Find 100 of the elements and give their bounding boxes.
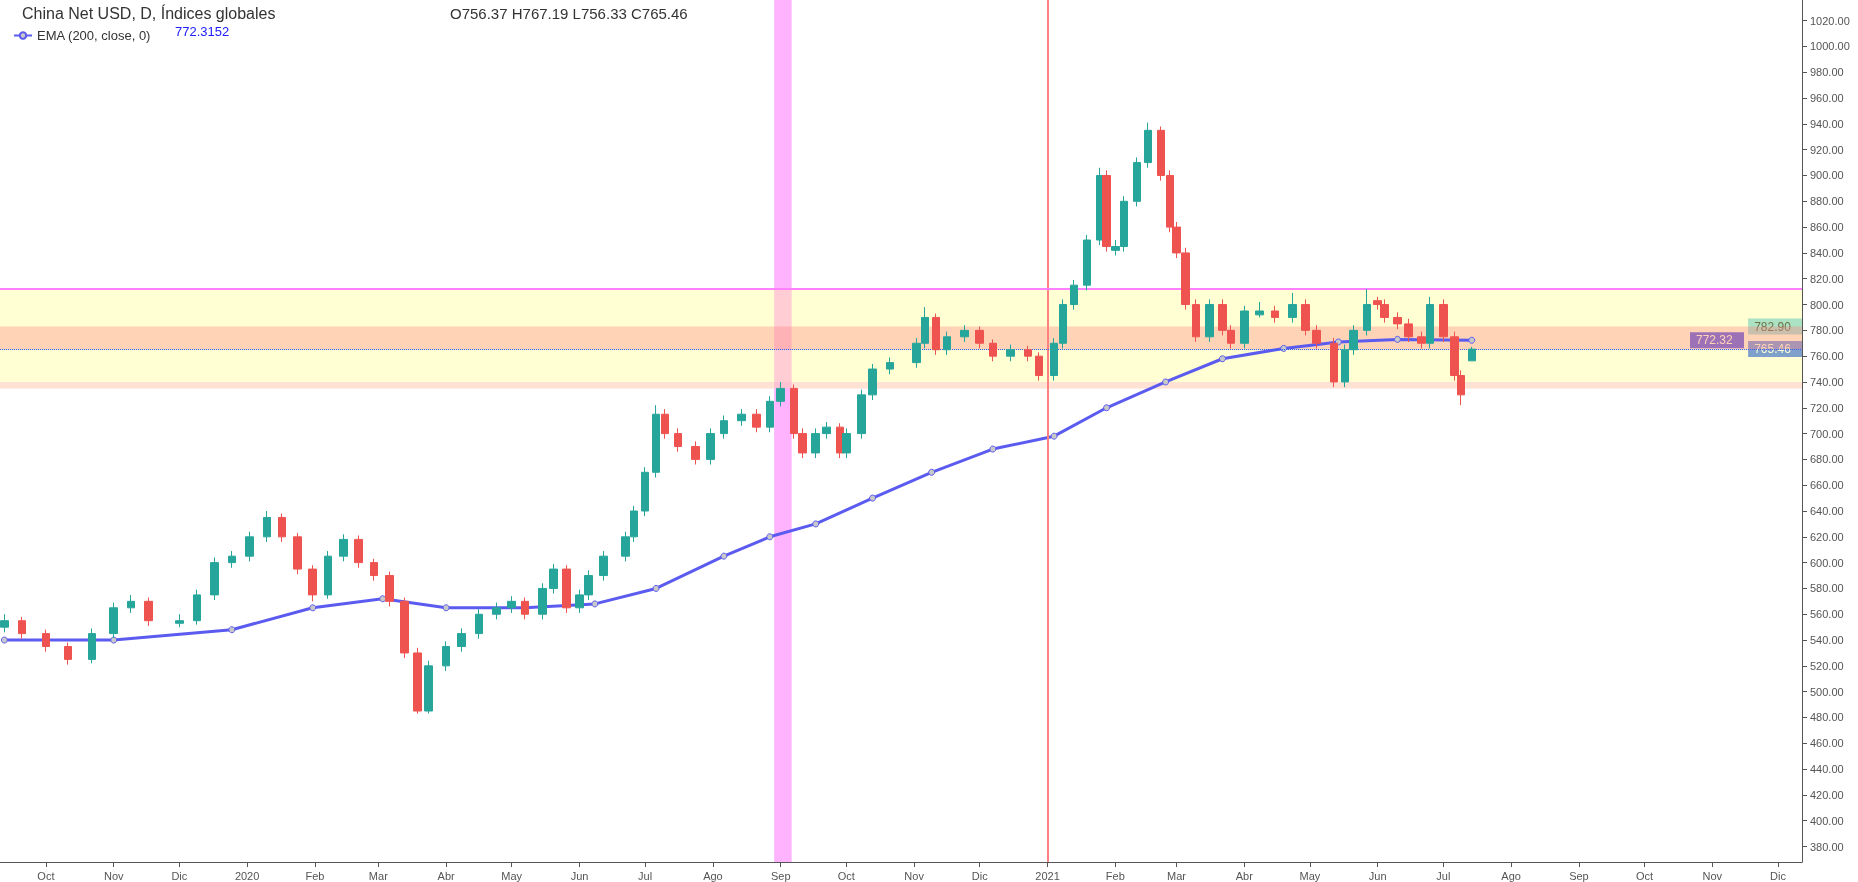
point bbox=[110, 636, 118, 644]
x-tick-label: Mar bbox=[1167, 869, 1187, 882]
candlestick bbox=[989, 338, 997, 362]
annotation: 765.46 bbox=[1754, 342, 1792, 357]
candlestick bbox=[674, 427, 682, 453]
candlestick bbox=[1255, 301, 1264, 318]
x-tick-label: May bbox=[501, 869, 523, 882]
x-tick-label: Nov bbox=[904, 869, 925, 882]
x-tick-label: 2020 bbox=[234, 869, 260, 882]
point bbox=[442, 604, 450, 612]
candlestick bbox=[1192, 298, 1200, 343]
x-tick-label: Abr bbox=[437, 869, 456, 882]
candlestick bbox=[776, 381, 785, 407]
y-tick-label: 960.00 bbox=[1810, 92, 1844, 105]
y-tick-label: 980.00 bbox=[1810, 66, 1844, 79]
candlestick bbox=[1363, 288, 1371, 337]
candlestick bbox=[737, 408, 746, 427]
candlestick bbox=[1024, 345, 1032, 362]
x-tick-label: Dic bbox=[171, 869, 188, 882]
candlestick bbox=[1133, 156, 1141, 207]
candlestick bbox=[507, 595, 516, 614]
candlestick bbox=[549, 563, 558, 595]
candlestick bbox=[1404, 318, 1413, 343]
y-tick-label: 480.00 bbox=[1810, 711, 1844, 724]
y-tick-label: 900.00 bbox=[1810, 169, 1844, 182]
point bbox=[928, 468, 936, 476]
point bbox=[228, 626, 236, 634]
x-tick-label: Ago bbox=[703, 869, 723, 882]
y-tick-label: 720.00 bbox=[1810, 401, 1844, 414]
y-tick-label: 460.00 bbox=[1810, 737, 1844, 750]
y-tick-label: 420.00 bbox=[1810, 788, 1844, 801]
x-tick-label: Nov bbox=[103, 869, 124, 882]
candlestick bbox=[64, 642, 72, 666]
candlestick bbox=[324, 550, 332, 600]
candlestick bbox=[811, 427, 820, 459]
y-tick-label: 540.00 bbox=[1810, 634, 1844, 647]
candlestick bbox=[442, 640, 450, 672]
candlestick bbox=[228, 550, 236, 569]
point bbox=[869, 494, 877, 502]
candlestick bbox=[641, 466, 649, 517]
annotation: 772.3152 bbox=[175, 24, 230, 39]
candlestick bbox=[1070, 279, 1078, 311]
point bbox=[989, 445, 997, 453]
candlestick bbox=[960, 324, 969, 343]
candlestick bbox=[278, 513, 286, 543]
y-tick-label: 520.00 bbox=[1810, 659, 1844, 672]
y-tick-label: 440.00 bbox=[1810, 763, 1844, 776]
x-tick-label: Dic bbox=[1770, 869, 1787, 882]
x-tick-label: Jun bbox=[1368, 869, 1387, 882]
x-tick-label: Abr bbox=[1235, 869, 1254, 882]
y-tick-label: 500.00 bbox=[1810, 685, 1844, 698]
candlestick bbox=[475, 608, 483, 640]
y-tick-label: 920.00 bbox=[1810, 143, 1844, 156]
y-tick-label: 740.00 bbox=[1810, 375, 1844, 388]
candlestick bbox=[127, 594, 135, 614]
y-tick-label: 640.00 bbox=[1810, 505, 1844, 518]
y-tick-label: 760.00 bbox=[1810, 350, 1844, 363]
candlestick bbox=[18, 616, 26, 640]
annotation: 772.32 bbox=[1696, 333, 1734, 348]
candlestick bbox=[1102, 169, 1111, 253]
point bbox=[1468, 336, 1476, 344]
point bbox=[1162, 378, 1170, 386]
candlestick bbox=[661, 408, 669, 440]
candlestick bbox=[1205, 298, 1214, 343]
x-tick-label: Mar bbox=[368, 869, 389, 882]
y-tick-label: 400.00 bbox=[1810, 814, 1844, 827]
x-tick-label: Feb bbox=[305, 869, 325, 882]
candlestick bbox=[144, 596, 153, 627]
point bbox=[0, 636, 8, 644]
candlestick bbox=[175, 613, 184, 628]
candlestick bbox=[0, 613, 9, 633]
y-tick-label: 700.00 bbox=[1810, 427, 1844, 440]
candlestick bbox=[943, 331, 951, 356]
candlestick bbox=[1393, 311, 1402, 330]
candlestick bbox=[1288, 292, 1297, 324]
x-tick-label: Ago bbox=[1501, 869, 1521, 882]
y-tick-label: 860.00 bbox=[1810, 221, 1844, 234]
candlestick bbox=[538, 582, 547, 620]
y-tick-label: 1000.00 bbox=[1810, 40, 1850, 53]
x-tick-label: Jul bbox=[1436, 869, 1451, 882]
candlestick bbox=[457, 627, 466, 653]
candlestick bbox=[1271, 305, 1279, 324]
y-tick-label: 800.00 bbox=[1810, 298, 1844, 311]
candlestick bbox=[1301, 298, 1310, 337]
x-tick-label: Sep bbox=[1569, 869, 1589, 882]
x-tick-label: Jul bbox=[638, 869, 653, 882]
y-tick-label: 620.00 bbox=[1810, 530, 1844, 543]
candlestick bbox=[562, 564, 571, 614]
candlestick bbox=[1439, 298, 1448, 343]
candlestick bbox=[1312, 324, 1321, 349]
y-tick-label: 880.00 bbox=[1810, 195, 1844, 208]
candlestick bbox=[766, 395, 774, 433]
candlestick bbox=[1426, 296, 1434, 349]
candlestick bbox=[752, 408, 761, 433]
y-tick-label: 940.00 bbox=[1810, 117, 1844, 130]
y-tick-label: 580.00 bbox=[1810, 582, 1844, 595]
x-tick-label: Jun bbox=[570, 869, 589, 882]
point bbox=[1103, 404, 1111, 412]
x-tick-label: Oct bbox=[37, 869, 55, 882]
y-tick-label: 1020.00 bbox=[1810, 14, 1850, 27]
